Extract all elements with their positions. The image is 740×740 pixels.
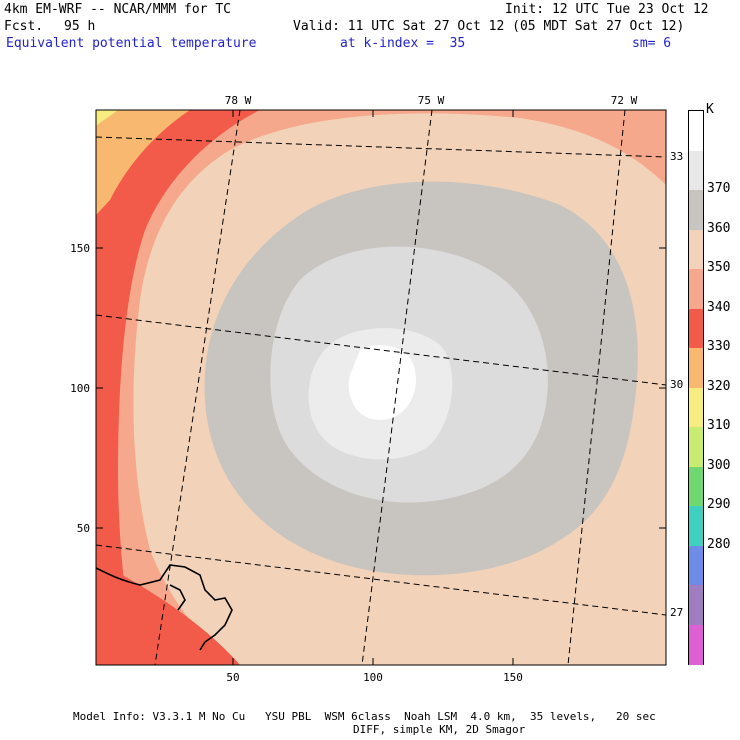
- axis-ticks: [96, 110, 666, 665]
- coastline: [96, 564, 233, 651]
- colorbar: [688, 110, 704, 665]
- valid-time: Valid: 11 UTC Sat 27 Oct 12 (05 MDT Sat …: [293, 19, 685, 34]
- colorbar-level-label: 280: [707, 536, 731, 552]
- meridian-75w: [361, 110, 433, 665]
- colorbar-unit: K: [706, 102, 714, 117]
- colorbar-level-label: 350: [707, 260, 731, 275]
- colorbar-level-label: 320: [707, 378, 731, 394]
- colorbar-level-label: 330: [707, 339, 731, 354]
- colorbar-level-label: 340: [707, 299, 731, 315]
- parallel-30n: [96, 314, 666, 386]
- colorbar-swatch: [689, 308, 703, 349]
- x-tick-label: 150: [503, 671, 523, 684]
- field-band-330-south: [96, 560, 240, 665]
- colorbar-swatch: [689, 624, 703, 665]
- colorbar-swatch: [689, 387, 703, 428]
- colorbar-level-label: 290: [707, 497, 731, 512]
- colorbar-swatch: [689, 348, 703, 388]
- model-title: 4km EM-WRF -- NCAR/MMM for TC: [4, 2, 231, 17]
- colorbar-swatch: [689, 269, 703, 309]
- colorbar-swatch: [689, 466, 703, 507]
- colorbar-level-label: 300: [707, 457, 731, 473]
- colorbar-swatch: [689, 111, 703, 151]
- colorbar-swatch: [689, 190, 703, 230]
- axis-labels: 78 W 75 W 72 W 33 N 30 N 27 N 50 100 150…: [70, 94, 696, 684]
- x-tick-label: 50: [226, 671, 239, 684]
- lon-label: 75 W: [418, 94, 445, 107]
- model-info: Model Info: V3.3.1 M No Cu YSU PBL WSM 6…: [73, 710, 656, 723]
- field-band-320: [96, 110, 190, 215]
- meridian-72w: [567, 110, 626, 665]
- forecast-label: Fcst.: [4, 19, 44, 34]
- smoothing-info: sm= 6: [632, 36, 672, 51]
- x-tick-label: 100: [363, 671, 383, 684]
- parallel-27n: [96, 544, 666, 616]
- colorbar-level-label: 370: [707, 181, 731, 196]
- parallel-33n: [96, 136, 666, 158]
- graticule: [96, 110, 666, 665]
- temperature-field: [96, 110, 666, 665]
- lon-label: 72 W: [611, 94, 638, 107]
- field-band-380: [348, 345, 416, 420]
- y-tick-label: 50: [77, 522, 90, 535]
- field-band-330: [96, 110, 260, 665]
- colorbar-swatch: [689, 229, 703, 270]
- colorbar-level-label: 310: [707, 418, 731, 433]
- lon-label: 78 W: [225, 94, 252, 107]
- forecast-value: 95 h: [64, 19, 96, 34]
- model-info-line2: DIFF, simple KM, 2D Smagor: [353, 723, 526, 736]
- field-name: Equivalent potential temperature: [6, 36, 257, 51]
- field-band-310: [96, 110, 118, 126]
- colorbar-level-label: 360: [707, 220, 731, 236]
- init-time: Init: 12 UTC Tue 23 Oct 12: [505, 2, 709, 17]
- colorbar-swatch: [689, 545, 703, 586]
- colorbar-swatch: [689, 585, 703, 625]
- meridian-78w: [154, 110, 241, 665]
- y-tick-label: 100: [70, 382, 90, 395]
- colorbar-swatch: [689, 506, 703, 546]
- y-tick-label: 150: [70, 242, 90, 255]
- level-info: at k-index = 35: [340, 36, 466, 51]
- colorbar-swatch: [689, 427, 703, 467]
- colorbar-swatch: [689, 150, 703, 191]
